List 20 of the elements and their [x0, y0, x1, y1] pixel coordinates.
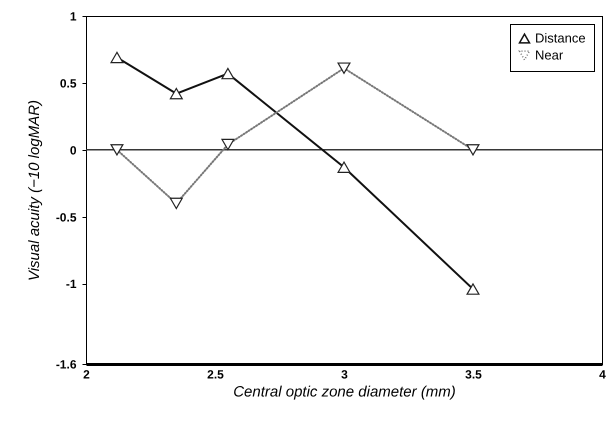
- y-tick-label: 1: [70, 10, 77, 24]
- y-tick-label: 0.5: [60, 76, 77, 90]
- point: [110, 52, 124, 64]
- x-tick-label: 4: [599, 368, 606, 382]
- y-tick-label: -0.5: [56, 210, 77, 224]
- x-tick-label: 2.5: [207, 368, 224, 382]
- legend-label: Near: [535, 48, 564, 62]
- point: [337, 162, 351, 173]
- y-tick-label: -1.6: [56, 358, 77, 372]
- legend-label: Distance: [535, 30, 586, 46]
- y-axis-title: Visual acuity (−10 logMAR): [26, 100, 43, 282]
- point: [170, 88, 183, 100]
- y-tick-label: 0: [70, 143, 77, 158]
- y-tick-label: -1: [66, 277, 77, 292]
- x-axis-title: Central optic zone diameter (mm): [233, 384, 456, 400]
- point: [221, 68, 234, 80]
- x-tick-label: 2: [83, 368, 90, 382]
- point: [466, 283, 480, 295]
- x-tick-label: 3: [341, 368, 348, 382]
- x-tick-label: 3.5: [465, 368, 482, 382]
